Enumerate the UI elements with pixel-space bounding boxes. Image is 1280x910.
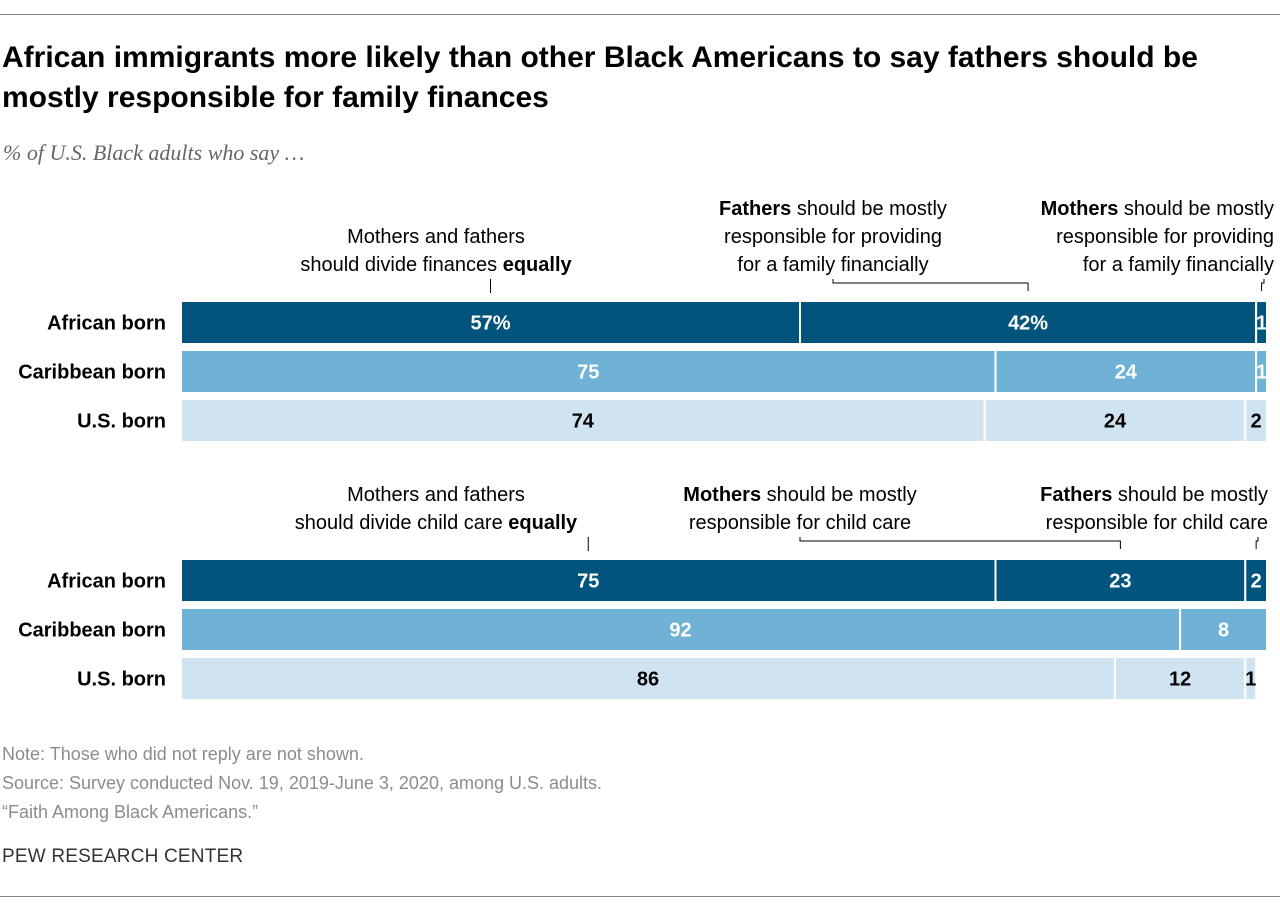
series-label-1-1-line-1: Mothers and fathers	[347, 226, 525, 248]
source-text: Source: Survey conducted Nov. 19, 2019-J…	[2, 773, 603, 793]
bar-segment-1-1-3	[1255, 300, 1269, 345]
leader-line-2-2	[799, 537, 1121, 549]
chart-title: African immigrants more likely than othe…	[2, 41, 1198, 114]
bar-segment-1-1-2	[799, 300, 1258, 345]
row-label-2-3: U.S. born	[77, 669, 166, 691]
bar-segment-2-3-2	[1113, 656, 1247, 701]
bar-segment-1-3-3	[1244, 398, 1269, 443]
leader-line-1-2	[832, 279, 1029, 291]
series-label-1-3-line-1: Mothers should be mostly	[1041, 198, 1274, 220]
data-label-2-1-2: 23	[1109, 571, 1131, 593]
row-label-1-2: Caribbean born	[18, 362, 166, 384]
bar-segment-2-1-2	[994, 558, 1247, 603]
row-label-1-3: U.S. born	[77, 411, 166, 433]
chart-subtitle: % of U.S. Black adults who say …	[3, 140, 305, 165]
data-label-2-3-1: 86	[637, 669, 659, 691]
bar-segment-2-1-1	[180, 558, 997, 603]
series-label-2-1-line-1: Mothers and fathers	[347, 484, 525, 506]
data-label-2-1-3: 2	[1251, 571, 1262, 593]
data-label-2-2-2: 8	[1218, 620, 1229, 642]
series-label-2-3-line-2: responsible for child care	[1046, 512, 1268, 534]
data-label-2-3-3: 1	[1245, 669, 1256, 691]
data-label-1-2-2: 24	[1115, 362, 1138, 384]
org-name: PEW RESEARCH CENTER	[2, 846, 244, 867]
leader-line-1-3	[1261, 279, 1265, 291]
bar-segment-2-2-1	[180, 607, 1182, 652]
series-label-1-2-line-2: responsible for providing	[724, 226, 942, 248]
bar-segment-1-3-2	[983, 398, 1247, 443]
bar-segment-2-2-2	[1179, 607, 1268, 652]
data-label-1-1-3: 1	[1256, 313, 1267, 335]
series-label-1-3-line-2: responsible for providing	[1056, 226, 1274, 248]
data-label-1-2-1: 75	[577, 362, 599, 384]
series-label-1-1-line-2: should divide finances equally	[300, 254, 572, 276]
bar-segment-1-2-3	[1255, 349, 1269, 394]
row-label-2-1: African born	[47, 571, 166, 593]
series-label-1-3-line-3: for a family financially	[1083, 254, 1274, 276]
series-label-2-1-line-2: should divide child care equally	[295, 512, 578, 534]
leader-line-2-3	[1255, 537, 1259, 549]
bottom-rule	[0, 896, 1280, 897]
series-label-1-2-line-3: for a family financially	[737, 254, 928, 276]
data-label-1-1-2: 42%	[1008, 313, 1048, 335]
series-label-2-2-line-1: Mothers should be mostly	[683, 484, 916, 506]
series-label-2-3-line-1: Fathers should be mostly	[1040, 484, 1268, 506]
bar-segment-1-3-1	[180, 398, 986, 443]
data-label-1-3-2: 24	[1104, 411, 1127, 433]
bar-segment-1-1-1	[180, 300, 802, 345]
data-label-2-2-1: 92	[669, 620, 691, 642]
data-label-1-1-1: 57%	[470, 313, 510, 335]
series-label-2-2-line-2: responsible for child care	[689, 512, 911, 534]
data-label-2-1-1: 75	[577, 571, 599, 593]
data-label-1-2-3: 1	[1256, 362, 1267, 384]
row-label-2-2: Caribbean born	[18, 620, 166, 642]
series-label-1-2-line-1: Fathers should be mostly	[719, 198, 947, 220]
data-label-1-3-1: 74	[572, 411, 595, 433]
report-text: “Faith Among Black Americans.”	[2, 802, 259, 822]
data-label-2-3-2: 12	[1169, 669, 1191, 691]
row-label-1-1: African born	[47, 313, 166, 335]
stacked-bar-charts: Mothers and fathers should divide finance…	[18, 198, 1274, 701]
note-text: Note: Those who did not reply are not sh…	[2, 744, 364, 764]
bar-segment-2-3-3	[1244, 656, 1258, 701]
data-label-1-3-3: 2	[1251, 411, 1262, 433]
bar-segment-2-3-1	[180, 656, 1116, 701]
bar-segment-2-1-3	[1244, 558, 1269, 603]
top-rule	[0, 14, 1280, 15]
notes-block: Note: Those who did not reply are not sh…	[2, 740, 602, 827]
